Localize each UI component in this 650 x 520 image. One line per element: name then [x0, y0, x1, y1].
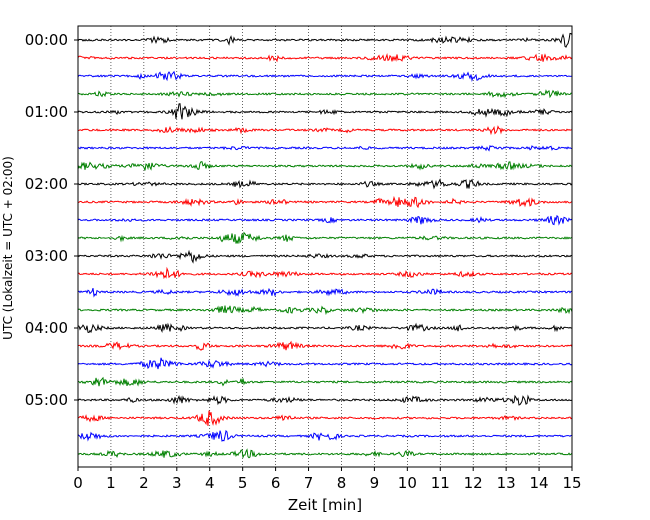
x-tick-label: 10 — [398, 474, 417, 492]
x-tick-label: 14 — [530, 474, 549, 492]
x-axis-label: Zeit [min] — [288, 496, 362, 514]
x-tick-label: 0 — [73, 474, 83, 492]
x-tick-label: 12 — [464, 474, 483, 492]
trace-0130 — [77, 144, 573, 152]
y-tick-label: 04:00 — [25, 319, 68, 337]
trace-0500 — [77, 394, 573, 406]
x-tick-label: 6 — [271, 474, 281, 492]
trace-0245 — [77, 231, 573, 244]
trace-0200 — [77, 178, 573, 190]
x-tick-label: 1 — [106, 474, 116, 492]
trace-0230 — [77, 214, 573, 226]
trace-0045 — [77, 89, 573, 99]
y-tick-label: 00:00 — [25, 31, 68, 49]
trace-0145 — [77, 161, 573, 171]
x-tick-label: 8 — [337, 474, 347, 492]
y-axis-ticks: 00:00 01:00 02:00 03:00 04:00 05:00 — [25, 31, 78, 409]
y-tick-label: 05:00 — [25, 391, 68, 409]
y-tick-label: 03:00 — [25, 247, 68, 265]
trace-0530 — [77, 429, 573, 442]
y-axis-label: UTC (Lokalzeit = UTC + 02:00) — [1, 156, 15, 340]
trace-0445 — [77, 376, 573, 387]
x-tick-label: 9 — [370, 474, 380, 492]
trace-0100 — [77, 103, 573, 120]
trace-0215 — [77, 195, 573, 209]
x-tick-label: 2 — [139, 474, 149, 492]
trace-0000 — [77, 32, 573, 48]
x-tick-label: 4 — [205, 474, 215, 492]
trace-0345 — [77, 305, 573, 316]
trace-0330 — [77, 287, 573, 298]
trace-0115 — [77, 125, 573, 136]
y-tick-label: 02:00 — [25, 175, 68, 193]
x-tick-label: 15 — [562, 474, 581, 492]
trace-0015 — [77, 53, 573, 63]
trace-0400 — [77, 322, 573, 334]
trace-group — [77, 32, 573, 460]
trace-0030 — [77, 70, 573, 83]
y-tick-label: 01:00 — [25, 103, 68, 121]
x-tick-label: 11 — [431, 474, 450, 492]
x-tick-label: 7 — [304, 474, 314, 492]
trace-0545 — [77, 448, 573, 460]
trace-0300 — [77, 249, 573, 264]
trace-0515 — [77, 410, 573, 427]
trace-0315 — [77, 266, 573, 280]
plot-frame — [77, 25, 573, 468]
x-tick-label: 13 — [497, 474, 516, 492]
x-axis-ticks: 0 1 2 3 4 5 6 7 8 9 10 11 12 13 14 15 — [73, 467, 582, 492]
trace-0430 — [77, 357, 573, 370]
x-tick-label: 3 — [172, 474, 182, 492]
trace-0415 — [77, 340, 573, 351]
x-tick-label: 5 — [238, 474, 248, 492]
